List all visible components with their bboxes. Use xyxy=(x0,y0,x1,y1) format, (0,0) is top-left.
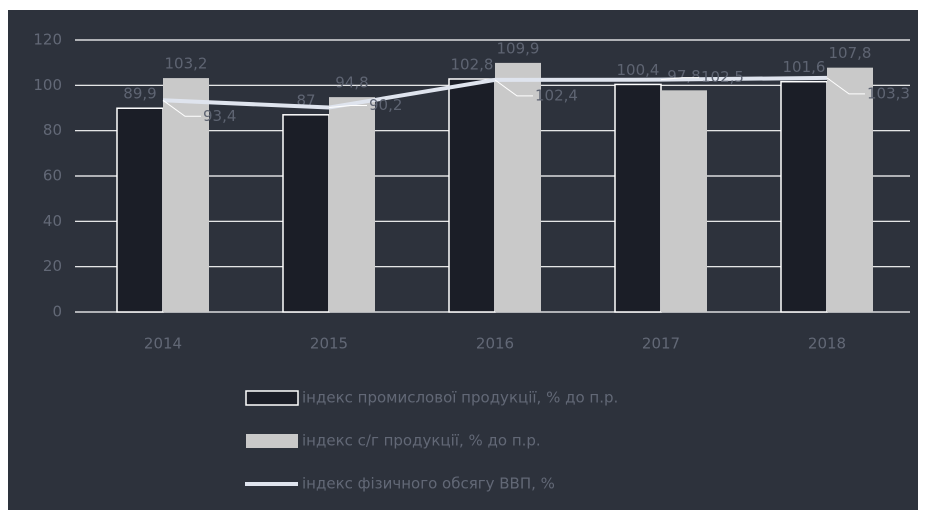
data-label: 101,6 xyxy=(783,58,826,76)
data-label: 103,3 xyxy=(867,84,910,102)
y-tick-label: 60 xyxy=(43,167,62,185)
y-tick-label: 120 xyxy=(33,31,62,49)
line xyxy=(162,75,828,110)
data-label: 100,4 xyxy=(617,61,660,79)
leader-line xyxy=(826,77,865,95)
data-label: 89,9 xyxy=(123,85,156,103)
x-tick-label: 2016 xyxy=(476,335,514,353)
data-label: 94,8 xyxy=(335,74,368,92)
legend-symbol xyxy=(246,434,298,448)
bar xyxy=(163,78,209,312)
bar xyxy=(614,83,662,313)
data-label: 93,4 xyxy=(203,107,236,125)
legend-label: індекс промислової продукції, % до п.р. xyxy=(302,389,618,407)
data-label: 102,4 xyxy=(535,86,578,104)
data-label: 102,8 xyxy=(451,55,494,73)
x-tick-label: 2018 xyxy=(808,335,846,353)
bar xyxy=(329,97,375,313)
bar xyxy=(827,67,873,312)
bar xyxy=(780,80,828,313)
y-tick-label: 0 xyxy=(52,303,62,321)
bar xyxy=(116,107,164,313)
leader-line xyxy=(162,99,201,117)
leader-line xyxy=(328,105,367,109)
x-tick-label: 2017 xyxy=(642,335,680,353)
data-label: 90,2 xyxy=(369,96,402,114)
bar xyxy=(661,90,707,312)
data-label: 102,5 xyxy=(701,68,744,86)
data-label: 109,9 xyxy=(497,39,540,57)
legend-label: індекс фізичного обсягу ВВП, % xyxy=(302,475,555,493)
legend-label: індекс с/г продукції, % до п.р. xyxy=(302,432,541,450)
y-tick-label: 80 xyxy=(43,121,62,139)
leader-line xyxy=(494,79,533,97)
bar xyxy=(282,114,330,313)
data-label: 103,2 xyxy=(165,55,208,73)
leader-line xyxy=(660,77,699,81)
y-tick-label: 40 xyxy=(43,212,62,230)
y-tick-label: 20 xyxy=(43,257,62,275)
x-tick-label: 2014 xyxy=(144,335,182,353)
legend-symbol xyxy=(245,390,299,406)
x-tick-label: 2015 xyxy=(310,335,348,353)
data-label: 107,8 xyxy=(829,44,872,62)
y-tick-label: 100 xyxy=(33,76,62,94)
bar xyxy=(448,78,496,313)
data-label: 97,8 xyxy=(667,67,700,85)
bar xyxy=(495,62,541,312)
